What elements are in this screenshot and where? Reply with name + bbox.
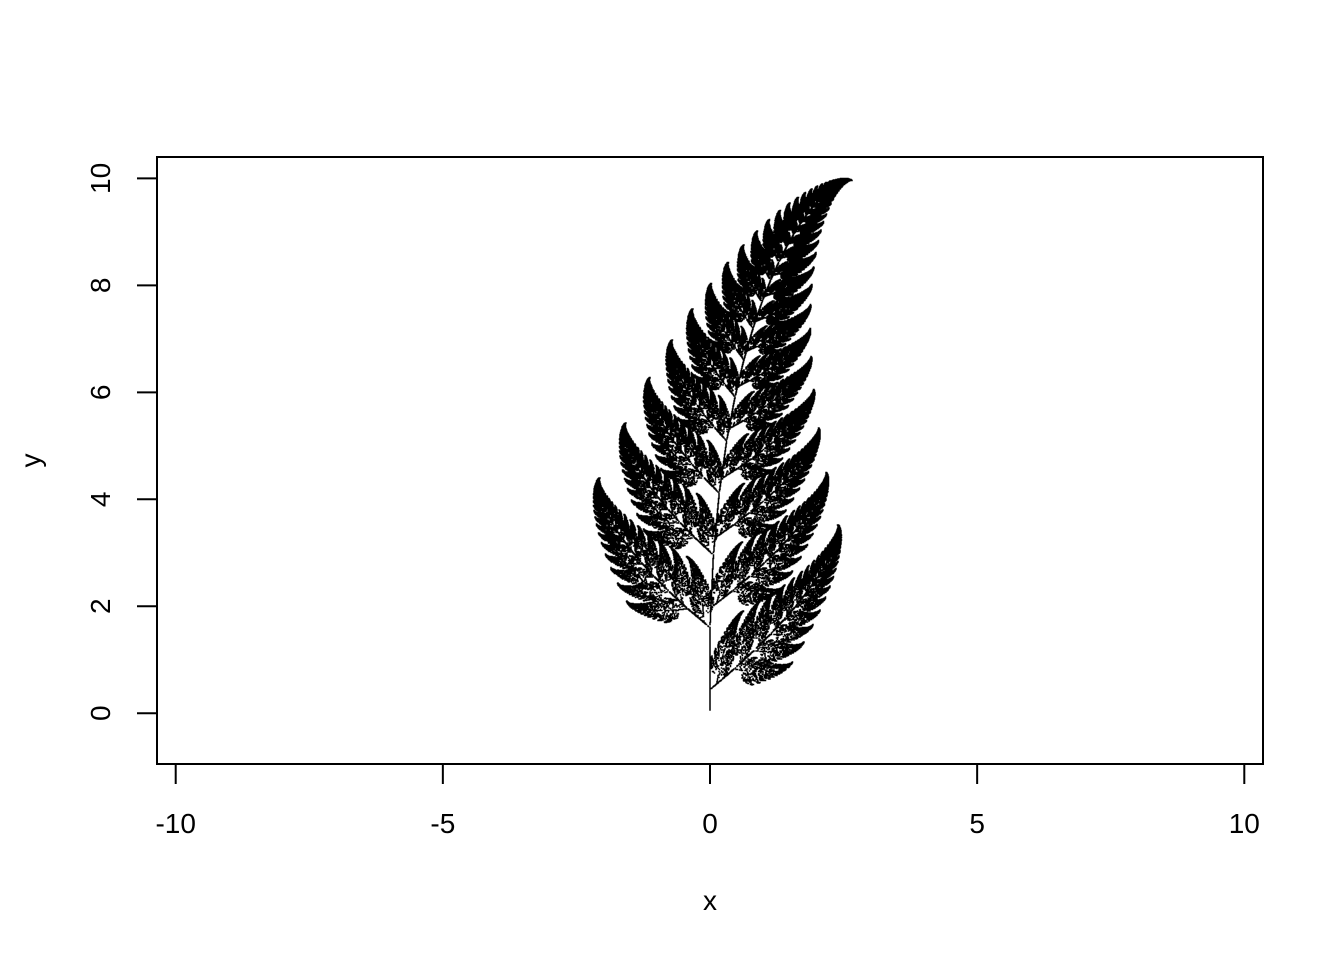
x-tick-label: 0 bbox=[702, 808, 718, 839]
x-tick-label: 10 bbox=[1229, 808, 1260, 839]
x-axis-title: x bbox=[703, 885, 717, 916]
x-axis: -10 -5 0 5 10 bbox=[155, 763, 1260, 839]
y-tick-label: 6 bbox=[85, 385, 116, 401]
data-points-layer bbox=[592, 177, 853, 711]
x-tick-label: -5 bbox=[430, 808, 455, 839]
y-tick-label: 2 bbox=[85, 598, 116, 614]
y-tick-label: 0 bbox=[85, 705, 116, 721]
y-axis: 0 2 4 6 8 10 bbox=[85, 163, 158, 721]
fern-data-points bbox=[592, 177, 853, 711]
y-tick-label: 10 bbox=[85, 163, 116, 194]
y-axis-title: y bbox=[15, 454, 46, 468]
y-tick-label: 4 bbox=[85, 491, 116, 507]
x-tick-label: 5 bbox=[969, 808, 985, 839]
y-tick-label: 8 bbox=[85, 278, 116, 294]
x-tick-label: -10 bbox=[155, 808, 195, 839]
